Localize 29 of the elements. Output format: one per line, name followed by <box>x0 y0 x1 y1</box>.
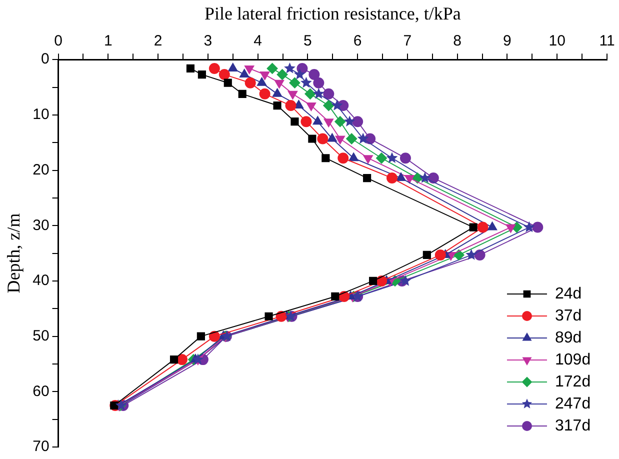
x-tick-label: 4 <box>254 32 262 50</box>
x-tick-label: 9 <box>503 32 512 50</box>
x-tick-label: 7 <box>403 32 412 50</box>
x-tick-label: 10 <box>548 32 566 50</box>
legend-label: 89d <box>555 329 582 346</box>
legend-label: 317d <box>555 417 591 434</box>
x-tick-label: 5 <box>304 32 312 50</box>
y-axis-title: Depth, z/m <box>4 213 24 294</box>
legend-label: 247d <box>555 395 591 412</box>
y-tick-label: 20 <box>32 161 50 178</box>
x-tick-label: 8 <box>453 32 462 50</box>
y-tick-label: 70 <box>32 438 50 456</box>
y-tick-label: 40 <box>32 272 50 290</box>
y-tick-label: 0 <box>40 50 50 68</box>
legend-label: 37d <box>555 307 582 324</box>
x-tick-label: 11 <box>599 32 615 50</box>
x-tick-label: 2 <box>154 32 162 50</box>
x-tick-label: 1 <box>104 32 112 50</box>
legend-label: 24d <box>555 285 582 302</box>
legend-label: 172d <box>555 373 591 390</box>
y-tick-label: 10 <box>32 106 50 124</box>
legend-label: 109d <box>555 351 591 368</box>
y-tick-label: 30 <box>32 216 50 234</box>
y-tick-label: 60 <box>32 382 50 400</box>
x-tick-label: 0 <box>54 32 62 50</box>
x-tick-label: 6 <box>353 32 362 50</box>
x-tick-label: 3 <box>204 32 212 50</box>
y-tick-label: 50 <box>32 327 50 344</box>
x-axis-title: Pile lateral friction resistance, t/kPa <box>204 4 461 24</box>
